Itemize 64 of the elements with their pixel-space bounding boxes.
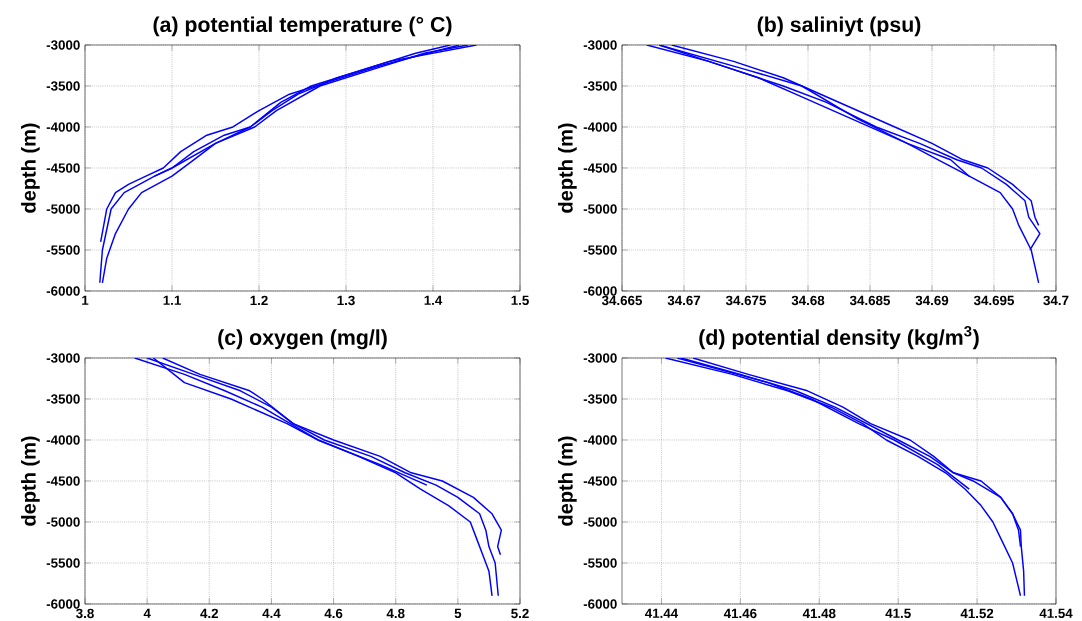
- chart-title: (a) potential temperature (° C): [153, 16, 452, 37]
- x-tick-label: 1: [82, 295, 89, 305]
- x-tick-label: 4.2: [200, 608, 219, 618]
- y-tick-label: -3500: [583, 394, 617, 404]
- y-tick-label: -3500: [46, 394, 80, 404]
- x-tick-label: 4: [143, 608, 151, 618]
- x-tick-label: 1.1: [163, 295, 181, 305]
- y-tick-label: -6000: [46, 599, 80, 609]
- y-axis-title: depth (m): [21, 436, 40, 526]
- y-tick-label: -5500: [583, 558, 617, 568]
- y-tick-label: -4500: [46, 163, 80, 173]
- x-tick-label: 1.4: [424, 295, 443, 305]
- x-tick-label: 3.8: [76, 608, 94, 619]
- x-tick-label: 34.67: [667, 295, 701, 306]
- y-axis-title: depth (m): [21, 123, 40, 213]
- x-tick-label: 34.69: [915, 295, 949, 306]
- x-tick-label: 4.8: [386, 608, 405, 619]
- x-tick-label: 4.4: [262, 608, 281, 618]
- y-tick-label: -4000: [46, 435, 80, 445]
- x-tick-label: 1.5: [511, 295, 529, 305]
- x-tick-label: 4.6: [324, 608, 343, 619]
- x-tick-label: 5.2: [511, 608, 529, 619]
- x-tick-label: 34.7: [1043, 295, 1069, 306]
- y-tick-label: -4500: [583, 476, 617, 486]
- y-tick-label: -4000: [583, 122, 617, 132]
- y-tick-label: -5500: [583, 245, 617, 255]
- y-tick-label: -5500: [46, 245, 80, 255]
- y-tick-label: -4000: [46, 122, 80, 132]
- x-tick-label: 34.665: [601, 295, 643, 306]
- x-tick-label: 41.46: [723, 608, 757, 619]
- y-tick-label: -6000: [46, 286, 80, 296]
- chart-title: (d) potential density (kg/m$^{3}$): [699, 325, 979, 350]
- x-tick-label: 5: [454, 608, 462, 618]
- x-tick-label: 41.5: [885, 608, 911, 618]
- y-tick-label: -4500: [46, 476, 80, 486]
- y-tick-label: -5500: [46, 558, 80, 568]
- y-tick-label: -4500: [583, 163, 617, 173]
- y-tick-label: -6000: [583, 286, 617, 296]
- y-tick-label: -5000: [583, 204, 617, 214]
- y-tick-label: -5000: [46, 517, 80, 527]
- y-tick-label: -3000: [46, 353, 80, 363]
- y-tick-label: -3000: [583, 40, 617, 50]
- x-tick-label: 34.685: [849, 295, 891, 306]
- y-axis-title: depth (m): [558, 436, 577, 526]
- chart-title: (c) oxygen (mg/l): [218, 329, 387, 350]
- x-tick-label: 34.675: [725, 295, 767, 306]
- x-tick-label: 41.48: [802, 608, 836, 619]
- x-tick-label: 1.3: [337, 295, 355, 306]
- y-tick-label: -4000: [583, 435, 617, 445]
- x-tick-label: 41.54: [1039, 608, 1073, 618]
- x-tick-label: 41.52: [960, 608, 994, 619]
- y-tick-label: -3000: [46, 40, 80, 50]
- y-tick-label: -5000: [583, 517, 617, 527]
- x-tick-label: 34.695: [973, 295, 1015, 306]
- y-tick-label: -3500: [583, 81, 617, 91]
- chart-title: (b) saliniyt (psu): [757, 16, 921, 37]
- y-tick-label: -6000: [583, 599, 617, 609]
- y-tick-label: -3000: [583, 353, 617, 363]
- y-tick-label: -5000: [46, 204, 80, 214]
- x-tick-label: 1.2: [250, 295, 268, 306]
- x-tick-label: 41.44: [644, 608, 679, 618]
- y-axis-title: depth (m): [558, 123, 577, 213]
- y-tick-label: -3500: [46, 81, 80, 91]
- x-tick-label: 34.68: [791, 295, 825, 306]
